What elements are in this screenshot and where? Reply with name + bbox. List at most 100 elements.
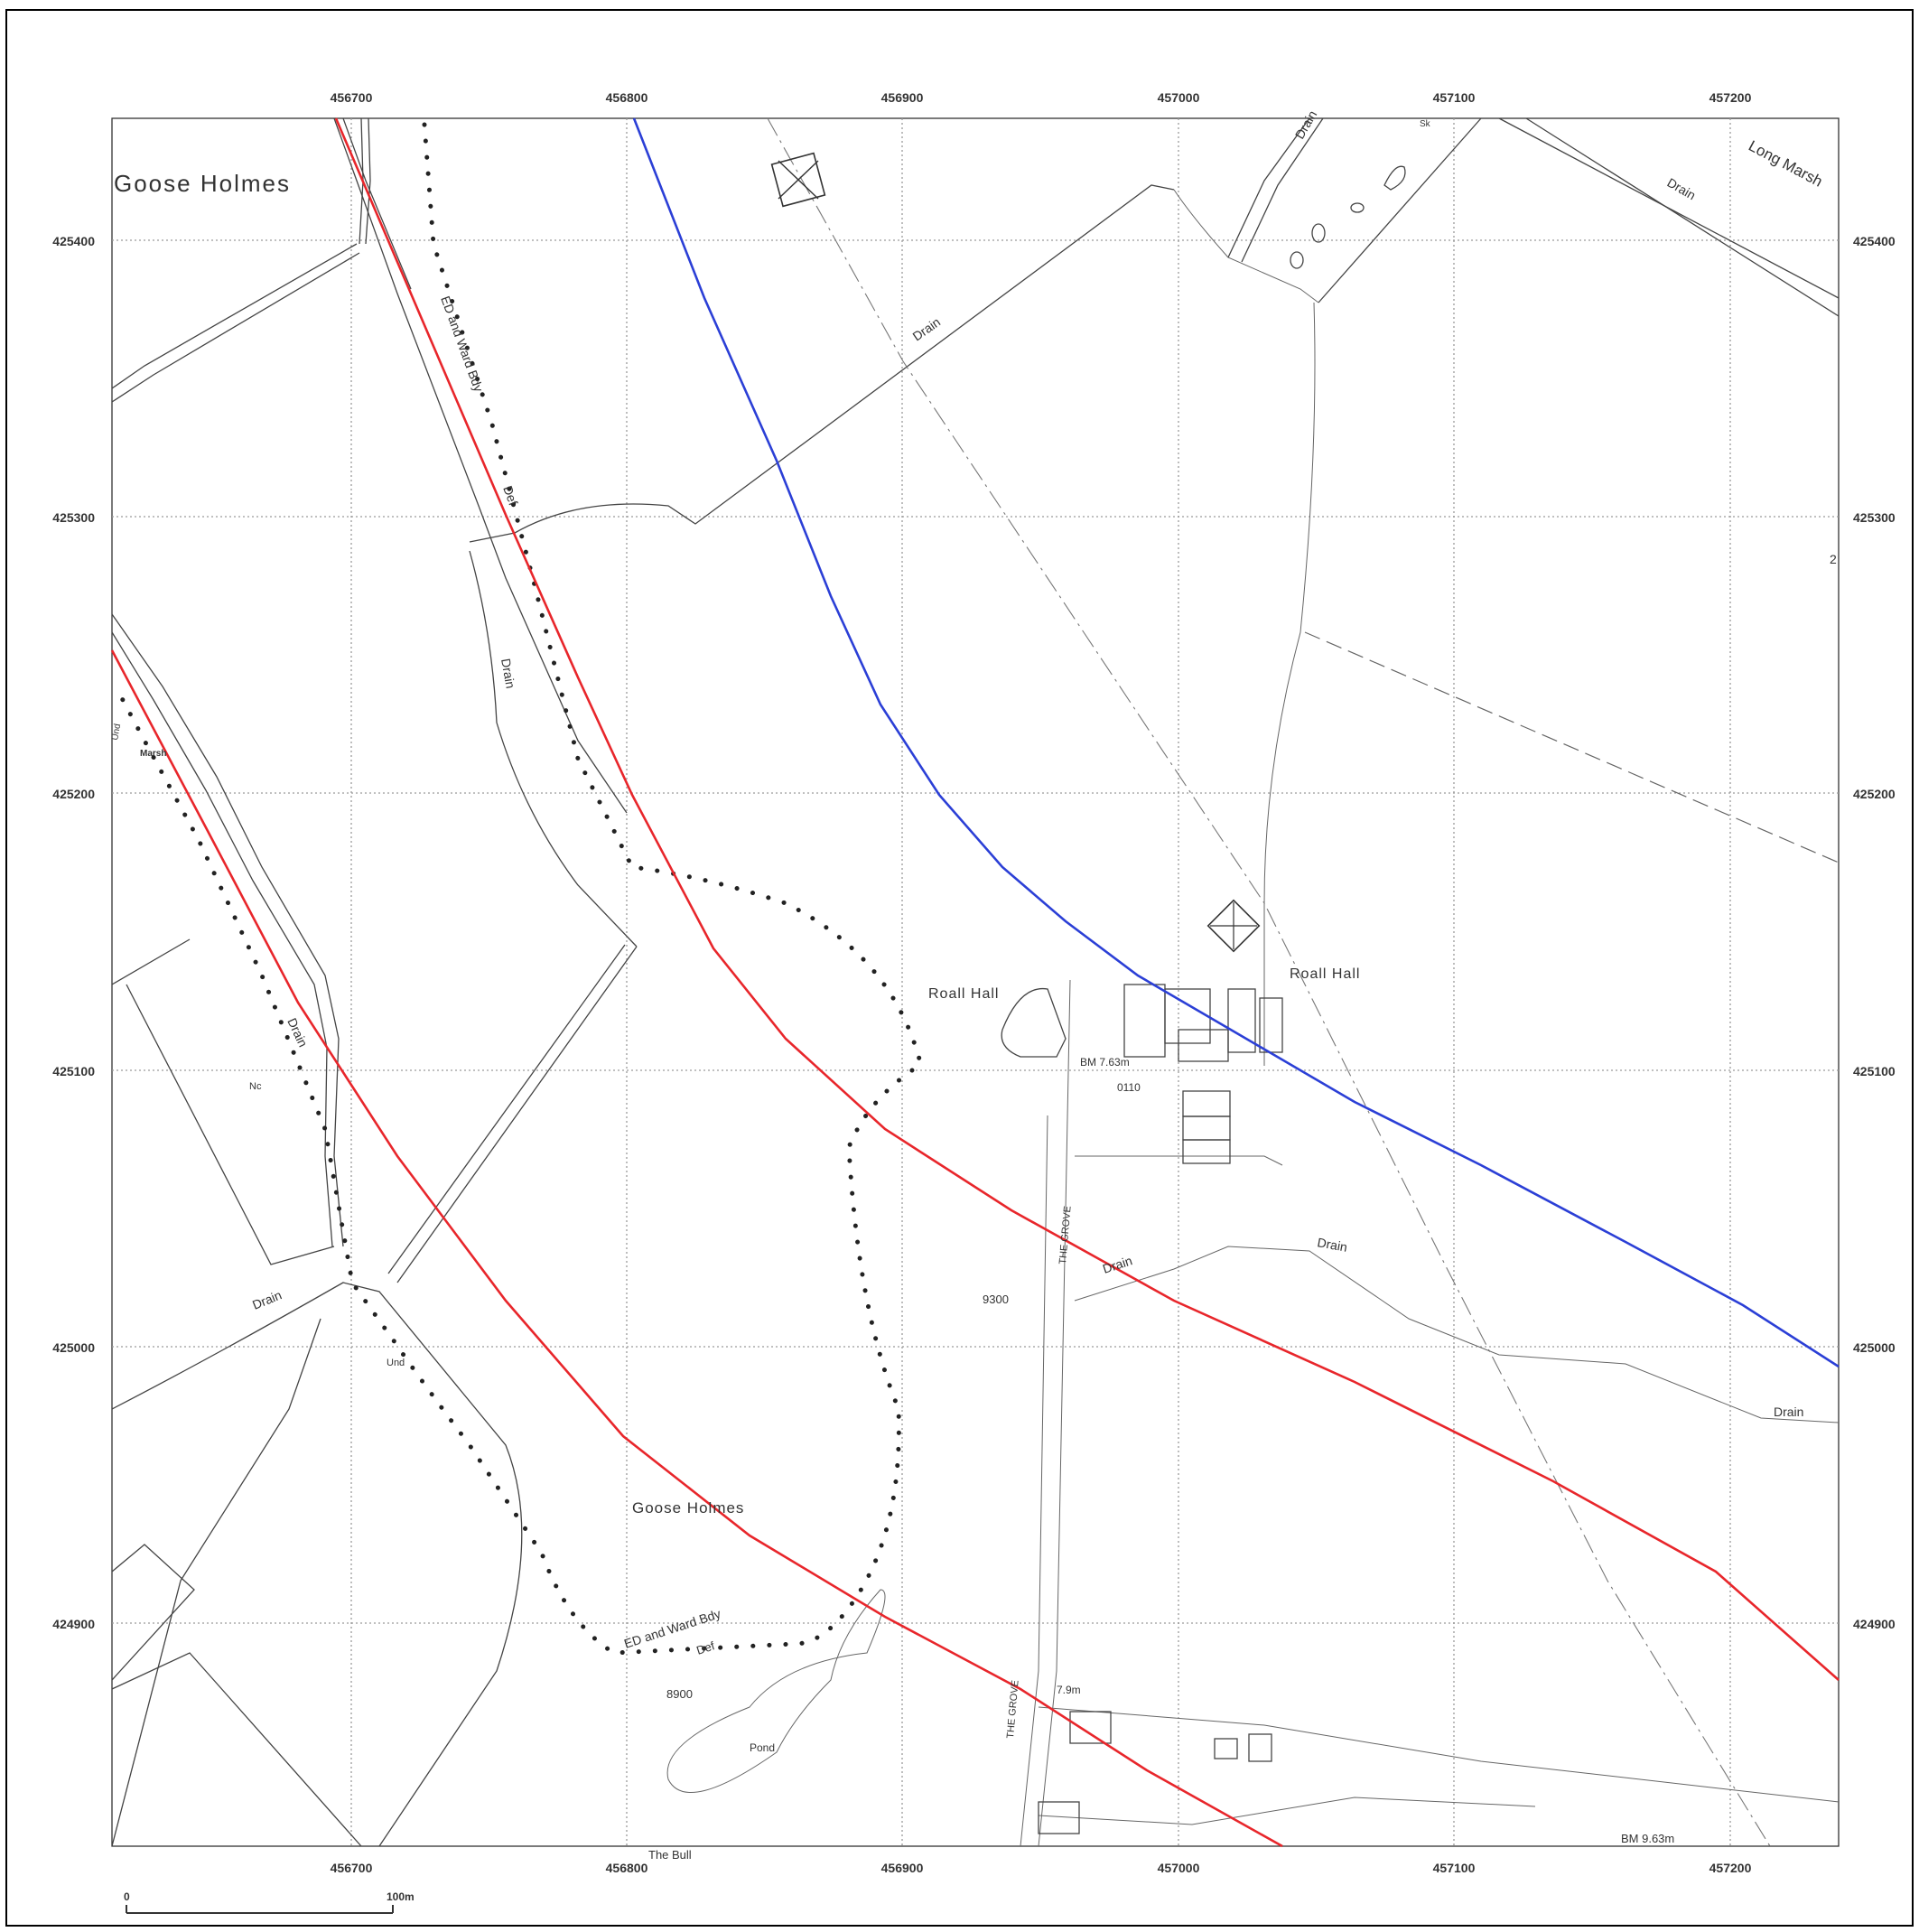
lower-field-3 xyxy=(111,1652,362,1847)
def-bottom-label: Def xyxy=(694,1638,716,1657)
long-marsh-drain-b xyxy=(1525,117,1840,317)
spot-height-79-label: 7.9m xyxy=(1057,1684,1081,1696)
bm-963-label: BM 9.63m xyxy=(1621,1832,1674,1845)
grid-lines xyxy=(112,118,1839,1846)
tick-left-425200: 425200 xyxy=(52,787,95,801)
tick-left-425100: 425100 xyxy=(52,1064,95,1078)
tick-right-425300: 425300 xyxy=(1853,510,1896,525)
map-panel xyxy=(111,117,1840,1847)
north-south-track xyxy=(1263,302,1316,1066)
goose-holmes-bottom-label: Goose Holmes xyxy=(632,1499,744,1517)
diag-track xyxy=(396,946,638,1283)
field-edge-nw xyxy=(111,243,358,389)
goose-holmes-top-label: Goose Holmes xyxy=(114,170,291,197)
field-south-a xyxy=(1038,1706,1840,1803)
map-labels: Goose Holmes Goose Holmes Long Marsh Dra… xyxy=(110,108,1837,1862)
tick-top-456700: 456700 xyxy=(331,90,373,105)
building-2 xyxy=(1164,988,1211,1044)
tick-left-425400: 425400 xyxy=(52,234,95,248)
drain-ne-a xyxy=(1227,117,1310,258)
tick-right-425200: 425200 xyxy=(1853,787,1896,801)
roall-hall-right-label: Roall Hall xyxy=(1290,966,1360,982)
building-west xyxy=(1001,987,1067,1058)
drain-curve xyxy=(469,550,638,947)
tick-top-456900: 456900 xyxy=(881,90,924,105)
marsh-drain-a xyxy=(111,613,344,1247)
scale-bar-end-label: 100m xyxy=(387,1890,415,1903)
northing-ticks-right: 425400 425300 425200 425100 425000 42490… xyxy=(1853,234,1896,1631)
the-grove-label-2: THE GROVE xyxy=(1005,1680,1021,1740)
field-ne-diag xyxy=(1318,117,1482,303)
roall-hall-left-label: Roall Hall xyxy=(928,986,999,1002)
the-bull-label: The Bull xyxy=(648,1848,692,1862)
marsh-field-2 xyxy=(126,984,335,1265)
pond-outline xyxy=(666,1589,886,1793)
tick-bottom-457100: 457100 xyxy=(1433,1861,1476,1875)
tick-left-424900: 424900 xyxy=(52,1617,95,1631)
the-grove-road-a xyxy=(1020,1115,1048,1847)
field-south-b xyxy=(1038,1797,1536,1825)
drain-label-9: Drain xyxy=(1774,1405,1803,1419)
diag-track-2 xyxy=(387,944,626,1274)
scale-bar-start-label: 0 xyxy=(124,1890,130,1903)
tick-bottom-457000: 457000 xyxy=(1158,1861,1200,1875)
parcel-8900-label: 8900 xyxy=(666,1687,693,1701)
drain-label-8: Drain xyxy=(1316,1235,1348,1255)
easting-ticks-bottom: 456700 456800 456900 457000 457100 45720… xyxy=(331,1861,1752,1875)
route-red-south[interactable] xyxy=(110,649,1283,1848)
route-red-north[interactable] xyxy=(334,117,1840,1681)
scale-bar: 0 100m xyxy=(124,1890,415,1914)
tick-bottom-457200: 457200 xyxy=(1709,1861,1752,1875)
pool-4 xyxy=(1383,165,1406,191)
building-s3 xyxy=(1248,1733,1272,1762)
tick-top-457000: 457000 xyxy=(1158,90,1200,105)
pond-label: Pond xyxy=(750,1741,775,1754)
tick-left-425000: 425000 xyxy=(52,1340,95,1355)
tick-right-425400: 425400 xyxy=(1853,234,1896,248)
lower-field-1 xyxy=(111,1282,523,1847)
lower-field-2 xyxy=(111,1544,195,1681)
pool-1 xyxy=(1290,251,1304,269)
drain-east xyxy=(1074,1246,1840,1423)
building-8 xyxy=(1182,1139,1231,1164)
nc-label: Nc xyxy=(249,1081,262,1092)
parcel-9300-label: 9300 xyxy=(983,1293,1009,1306)
drain-stream-b xyxy=(365,117,371,245)
easting-ticks-top: 456700 456800 456900 457000 457100 45720… xyxy=(331,90,1752,105)
the-grove-road-b xyxy=(1038,979,1071,1847)
base-map-features xyxy=(111,117,1840,1847)
pool-3 xyxy=(1350,202,1365,213)
northing-ticks-left: 425400 425300 425200 425100 425000 42490… xyxy=(52,234,95,1631)
tick-top-456800: 456800 xyxy=(606,90,648,105)
building-s4 xyxy=(1038,1801,1080,1834)
pylon-icon xyxy=(770,152,826,208)
the-grove-label-1: THE GROVE xyxy=(1057,1206,1074,1265)
road-junction xyxy=(1075,1155,1283,1166)
tick-top-457100: 457100 xyxy=(1433,90,1476,105)
pylon-icon xyxy=(1206,899,1261,953)
marsh-field-1 xyxy=(111,938,191,985)
tick-bottom-456700: 456700 xyxy=(331,1861,373,1875)
ed-ward-boundary-north xyxy=(422,122,924,1069)
building-4 xyxy=(1227,988,1256,1053)
und-label-2: Und xyxy=(387,1358,405,1368)
field-edge-nw-2 xyxy=(111,252,360,403)
drain-ne-b xyxy=(1241,117,1324,263)
route-blue[interactable] xyxy=(632,117,1840,1368)
tick-right-425100: 425100 xyxy=(1853,1064,1896,1078)
dashed-boundary-east xyxy=(1304,631,1840,863)
sk-label: Sk xyxy=(1420,119,1431,129)
tick-bottom-456800: 456800 xyxy=(606,1861,648,1875)
drain-line-1 xyxy=(333,117,628,814)
building-s2 xyxy=(1214,1738,1238,1759)
tick-bottom-456900: 456900 xyxy=(881,1861,924,1875)
und-label-1: Und xyxy=(110,723,123,742)
tick-right-425000: 425000 xyxy=(1853,1340,1896,1355)
bm-763-label: BM 7.63m xyxy=(1080,1056,1130,1069)
tick-left-425300: 425300 xyxy=(52,510,95,525)
drain-label-4: Drain xyxy=(498,658,518,690)
building-s1 xyxy=(1069,1711,1112,1744)
pool-2 xyxy=(1311,223,1326,243)
parcel-0110-label: 0110 xyxy=(1117,1081,1141,1094)
